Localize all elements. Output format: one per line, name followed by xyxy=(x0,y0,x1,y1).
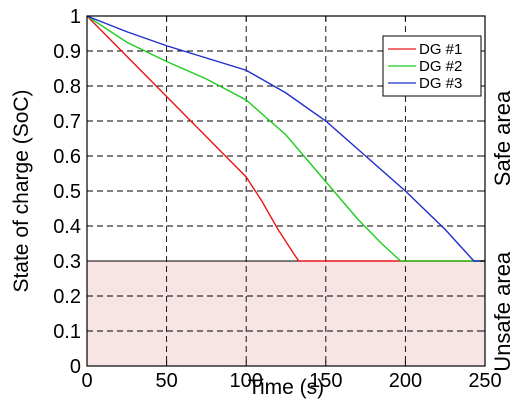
legend-label-dg3: DG #3 xyxy=(419,75,462,92)
y-tick-label: 0.9 xyxy=(53,41,81,63)
series-layer xyxy=(86,15,485,262)
legend-label-dg1: DG #1 xyxy=(419,41,462,58)
y-tick-label: 0.5 xyxy=(53,181,81,203)
x-tick-label: 0 xyxy=(81,370,92,392)
y-tick-label: 0.4 xyxy=(53,216,81,238)
x-tick-label: 200 xyxy=(389,370,422,392)
unsafe-region xyxy=(87,261,485,366)
x-tick-label: 100 xyxy=(230,370,263,392)
y-tick-label: 0.6 xyxy=(53,146,81,168)
y-tick-label: 0 xyxy=(70,356,81,378)
series-line-dg2 xyxy=(86,15,485,262)
legend-label-dg2: DG #2 xyxy=(419,58,462,75)
legend: DG #1 DG #2 DG #3 xyxy=(382,35,482,97)
x-tick-label: 50 xyxy=(155,370,177,392)
y-axis-label: State of charge (SoC) xyxy=(10,89,33,292)
y-tick-label: 0.7 xyxy=(53,111,81,133)
y-tick-label: 0.2 xyxy=(53,286,81,308)
safe-area-label: Safe area xyxy=(490,90,515,186)
y-tick-label: 0.8 xyxy=(53,76,81,98)
x-axis-label: Time (s) xyxy=(248,376,324,399)
unsafe-area-label: Unsafe area xyxy=(490,251,515,372)
x-tick-label: 150 xyxy=(309,370,342,392)
x-tick-label: 250 xyxy=(468,370,501,392)
y-tick-label: 0.1 xyxy=(53,321,81,343)
tick-layer: 0 50 100 150 200 250 0 0.1 0.2 0.3 0.4 0.5 0.6 0.7 0.8… xyxy=(53,6,502,392)
y-tick-label: 1 xyxy=(70,6,81,28)
series-line-dg1 xyxy=(86,15,485,262)
y-tick-label: 0.3 xyxy=(53,251,81,273)
series-line-dg3 xyxy=(86,15,485,262)
unsafe-region-layer xyxy=(87,260,485,366)
